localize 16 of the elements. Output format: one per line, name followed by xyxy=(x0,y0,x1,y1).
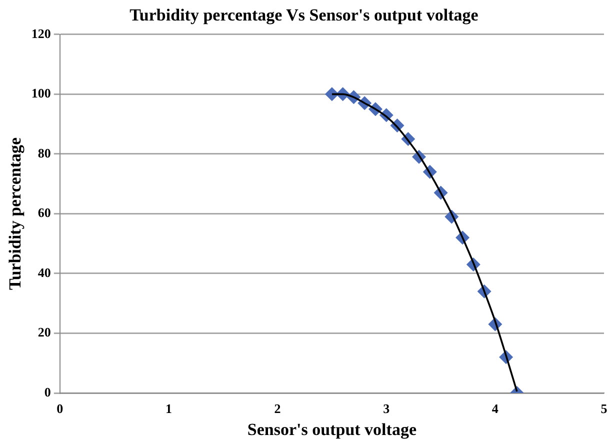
x-tick-label: 5 xyxy=(600,401,608,416)
y-tick-label: 60 xyxy=(38,205,51,220)
chart-title: Turbidity percentage Vs Sensor's output voltage xyxy=(130,6,479,25)
y-tick-label: 40 xyxy=(38,264,51,280)
x-tick-label: 0 xyxy=(56,401,64,416)
y-tick-label: 80 xyxy=(38,145,51,160)
x-tick-label: 4 xyxy=(492,401,499,416)
y-tick-label: 0 xyxy=(44,384,51,400)
y-tick-label: 20 xyxy=(38,324,51,340)
x-axis-title: Sensor's output voltage xyxy=(247,420,417,440)
y-tick-label: 120 xyxy=(31,26,51,41)
y-tick-label: 100 xyxy=(31,86,51,101)
y-axis-title: Turbidity percentage xyxy=(6,136,25,290)
x-tick-label: 1 xyxy=(165,401,172,416)
x-tick-label: 2 xyxy=(274,401,281,416)
x-tick-label: 3 xyxy=(383,401,390,416)
